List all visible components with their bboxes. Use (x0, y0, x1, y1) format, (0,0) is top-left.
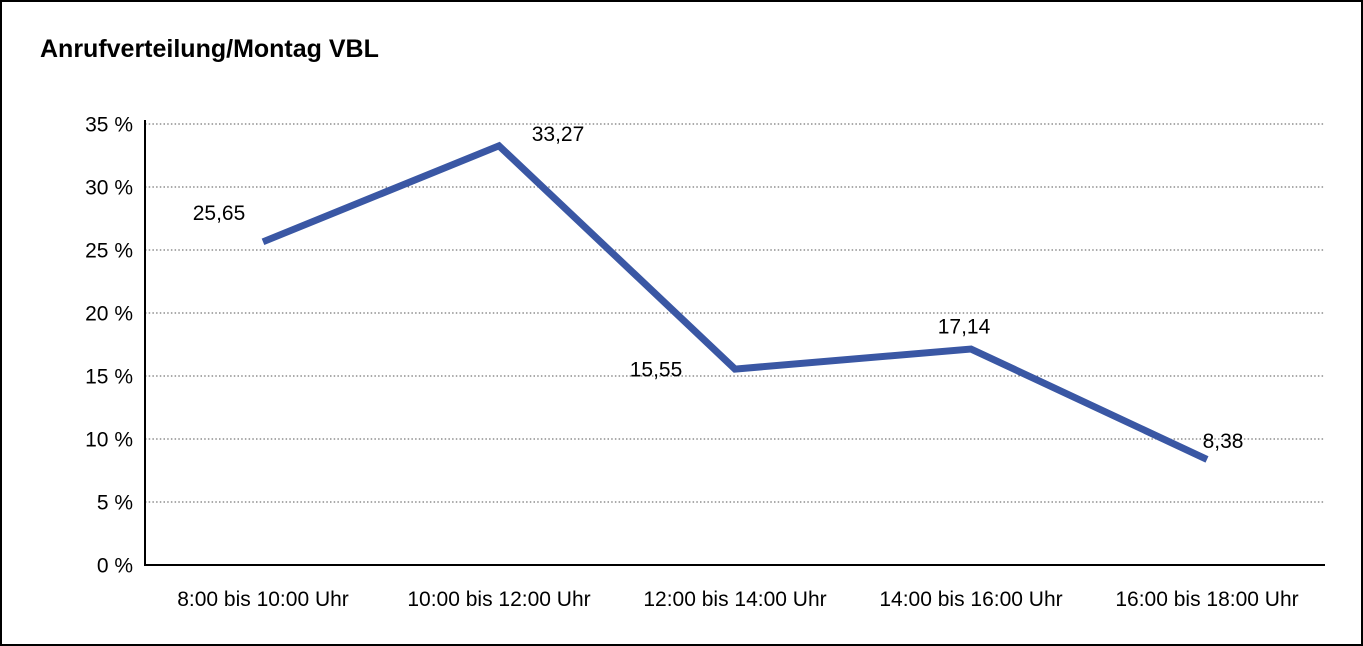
data-series-line (261, 141, 1209, 463)
y-tick-label: 35 % (85, 113, 133, 136)
y-tick-label: 5 % (97, 491, 133, 514)
y-tick-label: 0 % (97, 554, 133, 577)
data-point-label: 15,55 (630, 358, 683, 381)
data-point-label: 25,65 (193, 202, 246, 225)
x-tick-label: 8:00 bis 10:00 Uhr (177, 588, 349, 611)
x-tick-label: 16:00 bis 18:00 Uhr (1115, 588, 1298, 611)
data-point-label: 17,14 (938, 315, 991, 338)
y-tick-label: 20 % (85, 302, 133, 325)
x-tick-label: 12:00 bis 14:00 Uhr (643, 588, 826, 611)
x-tick-label: 10:00 bis 12:00 Uhr (407, 588, 590, 611)
data-point-label: 8,38 (1203, 430, 1244, 453)
y-tick-label: 15 % (85, 365, 133, 388)
chart-title: Anrufverteilung/Montag VBL (40, 35, 379, 63)
data-point-label: 33,27 (532, 123, 585, 146)
x-tick-label: 14:00 bis 16:00 Uhr (879, 588, 1062, 611)
y-tick-label: 25 % (85, 239, 133, 262)
y-tick-label: 10 % (85, 428, 133, 451)
y-tick-label: 30 % (85, 176, 133, 199)
